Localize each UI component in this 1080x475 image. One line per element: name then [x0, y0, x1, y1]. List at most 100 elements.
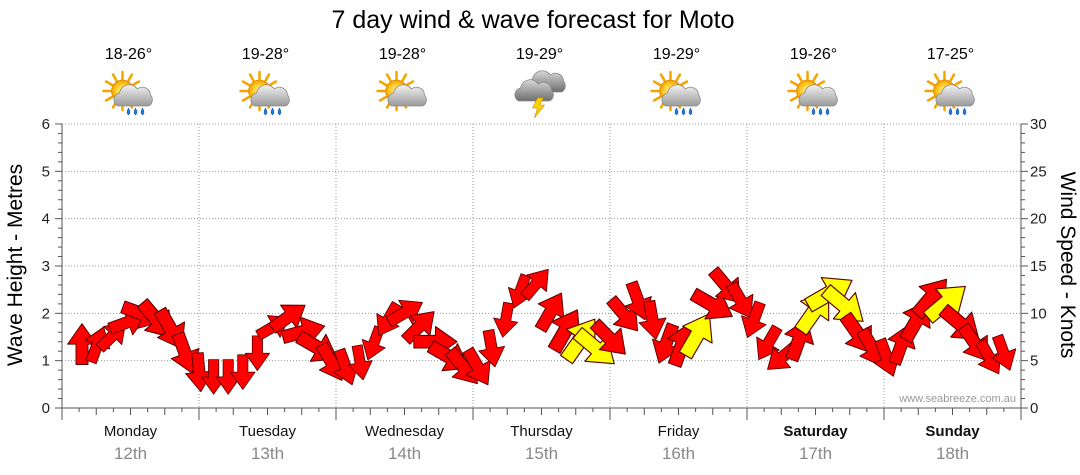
rain-drop [688, 107, 693, 116]
rain-drop [263, 107, 268, 116]
wind-arrow [244, 335, 271, 371]
wind-arrow [520, 268, 549, 302]
sun-ray [816, 80, 826, 87]
wind-arrow [230, 354, 256, 390]
rain-drop [818, 107, 823, 116]
temp-range: 19-28° [242, 46, 289, 63]
wind-arrow [741, 300, 767, 338]
wind-arrow [725, 280, 754, 319]
temp-range: 18-26° [105, 46, 152, 63]
rain-drop [955, 107, 960, 116]
lightning-bolt [532, 97, 546, 119]
wind-arrow [385, 299, 423, 328]
cloud-shape [514, 79, 554, 102]
cloud-shape [935, 84, 975, 107]
thunderstorm-icon [514, 70, 566, 119]
day-label: Thursday [510, 423, 573, 440]
gridlines [62, 123, 1021, 408]
wind-arrows [67, 266, 1017, 395]
date-label: 17th [799, 444, 832, 463]
date-label: 18th [936, 444, 969, 463]
sun-ray [926, 80, 936, 87]
sun-ray [264, 73, 271, 82]
sun-ray [796, 73, 803, 82]
sun-ray [789, 95, 799, 102]
rain-drop [811, 107, 816, 116]
right-tick-label: 0 [1030, 400, 1038, 417]
left-tick-label: 0 [42, 400, 50, 417]
rain-drop [681, 107, 686, 116]
temp-range: 17-25° [927, 46, 974, 63]
right-tick-label: 10 [1030, 305, 1047, 322]
day-label: Wednesday [365, 423, 444, 440]
day-label: Saturday [783, 423, 848, 440]
rain-drop [140, 107, 145, 116]
right-tick-label: 5 [1030, 353, 1038, 370]
right-tick-label: 30 [1030, 116, 1047, 133]
cloud-shape [250, 84, 290, 107]
left-tick-label: 6 [42, 116, 50, 133]
sun-ray [241, 95, 251, 102]
day-label: Sunday [925, 423, 980, 440]
day-label: Tuesday [239, 423, 296, 440]
partly-cloudy-showers-icon [102, 70, 153, 116]
rain-drop [270, 107, 275, 116]
rain-drop [126, 107, 131, 116]
sun-ray [652, 95, 662, 102]
sun-ray [248, 73, 255, 82]
sun-ray [926, 95, 936, 102]
sun-ray [652, 80, 662, 87]
watermark: www.seabreeze.com.au [898, 393, 1016, 405]
chart-title: 7 day wind & wave forecast for Moto [332, 6, 735, 34]
date-label: 13th [251, 444, 284, 463]
wind-arrow [493, 301, 519, 338]
date-label: 12th [114, 444, 147, 463]
cloud-shape [387, 84, 427, 107]
wind-arrow [991, 333, 1017, 371]
rain-drop [948, 107, 953, 116]
right-tick-label: 20 [1030, 211, 1047, 228]
date-label: 14th [388, 444, 421, 463]
sun-ray [104, 80, 114, 87]
left-tick-label: 1 [42, 353, 50, 370]
temp-range: 19-26° [790, 46, 837, 63]
partly-cloudy-icon [376, 70, 427, 112]
wind-arrow [478, 329, 505, 368]
rain-drop [825, 107, 830, 116]
sun-ray [131, 80, 141, 87]
sun-ray [104, 95, 114, 102]
cloud-shape [661, 84, 701, 107]
sun-ray [401, 73, 408, 82]
rain-drop [674, 107, 679, 116]
rain-drop [133, 107, 138, 116]
right-axis-title: Wind Speed - Knots [1056, 172, 1079, 359]
sun-ray [933, 73, 940, 82]
sun-ray [679, 80, 689, 87]
date-label: 15th [525, 444, 558, 463]
sun-ray [268, 80, 278, 87]
sun-ray [949, 73, 956, 82]
cloud-shape [798, 84, 838, 107]
sun-ray [659, 73, 666, 82]
left-tick-label: 5 [42, 163, 50, 180]
partly-cloudy-showers-icon [787, 70, 838, 116]
temp-range: 19-29° [516, 46, 563, 63]
left-tick-label: 2 [42, 305, 50, 322]
wind-arrow [820, 284, 864, 322]
left-tick-label: 4 [42, 211, 50, 228]
temp-range: 19-29° [653, 46, 700, 63]
right-tick-label: 25 [1030, 163, 1047, 180]
left-tick-label: 3 [42, 258, 50, 275]
partly-cloudy-showers-icon [650, 70, 701, 116]
day-label: Monday [104, 423, 158, 440]
rain-drop [962, 107, 967, 116]
rain-drop [277, 107, 282, 116]
cloud-shape [113, 84, 153, 107]
sun-ray [127, 73, 134, 82]
day-label: Friday [658, 423, 700, 440]
sun-ray [385, 73, 392, 82]
sun-ray [953, 80, 963, 87]
right-tick-label: 15 [1030, 258, 1047, 275]
sun-ray [812, 73, 819, 82]
